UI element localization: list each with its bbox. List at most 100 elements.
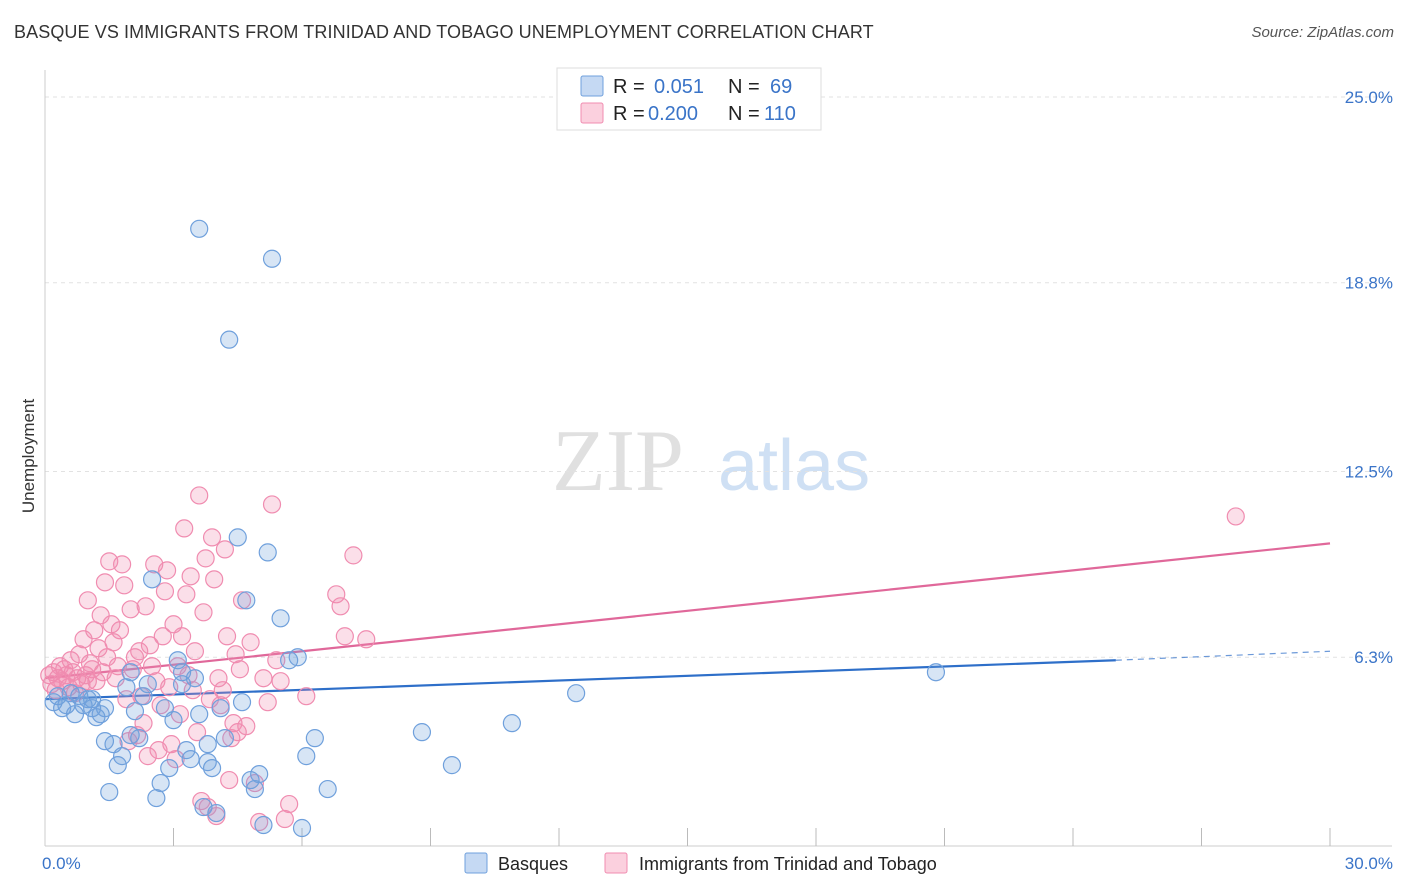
basques-point <box>262 249 282 268</box>
basques-point <box>172 675 192 694</box>
legend-bottom-trinidad-label: Immigrants from Trinidad and Tobago <box>639 854 937 874</box>
basques-point <box>198 735 217 754</box>
basques-point <box>198 753 217 772</box>
basques-trendline-extension <box>1115 650 1331 661</box>
trinidad-point <box>254 669 273 688</box>
trinidad-point <box>85 621 104 640</box>
trinidad-point <box>142 657 162 676</box>
basques-point <box>83 690 102 709</box>
trinidad-point <box>217 627 237 646</box>
basques-point <box>100 782 119 802</box>
trinidad-point <box>209 669 228 688</box>
basques-point <box>164 711 183 730</box>
trinidad-point <box>267 651 286 670</box>
trinidad-point <box>271 672 290 691</box>
trinidad-point <box>275 809 294 829</box>
basques-point <box>121 726 140 745</box>
basques-point <box>292 818 312 838</box>
trinidad-point <box>241 633 260 652</box>
basques-point <box>502 714 521 733</box>
trinidad-point <box>258 693 277 712</box>
trinidad-point <box>130 642 149 661</box>
trinidad-point <box>136 597 155 616</box>
basques-point <box>78 690 97 709</box>
trinidad-point <box>327 585 346 604</box>
basques-point <box>254 815 273 835</box>
trinidad-point <box>181 567 200 586</box>
legend-trinidad-r-label: R = <box>613 103 645 125</box>
basques-point <box>245 779 264 799</box>
trinidad-point <box>220 770 239 790</box>
y-axis-label: Unemployment <box>19 399 38 514</box>
trinidad-point <box>140 636 160 655</box>
basques-point <box>190 705 209 724</box>
trinidad-point <box>194 603 213 622</box>
trinidad-point <box>237 717 256 736</box>
basques-point <box>211 699 230 718</box>
trinidad-point <box>226 645 245 664</box>
y-tick-label: 25.0% <box>1345 88 1393 107</box>
basques-point <box>108 756 127 775</box>
trinidad-point <box>1226 507 1245 526</box>
trinidad-point <box>280 794 299 814</box>
trinidad-point <box>202 528 222 547</box>
trinidad-point <box>215 540 234 559</box>
legend-trinidad-r-value: 0.200 <box>648 103 698 125</box>
basques-point <box>318 779 337 799</box>
basques-point <box>926 663 946 682</box>
axes <box>44 70 1392 847</box>
basques-point <box>181 750 200 769</box>
trinidad-point <box>78 672 97 691</box>
trinidad-point <box>78 591 97 610</box>
tick-labels: 6.3% 12.5% 18.8% 25.0% 0.0% 30.0% <box>42 88 1393 873</box>
basques-point <box>232 693 252 712</box>
basques-point <box>305 729 324 748</box>
trinidad-point <box>344 546 363 565</box>
trinidad-point <box>213 681 232 700</box>
legend-top: R = 0.051 N = 69 R = 0.200 N = 110 <box>556 67 822 131</box>
x-tick-label: 0.0% <box>42 854 81 873</box>
basques-point <box>220 330 239 349</box>
basques-point <box>177 741 196 760</box>
legend-basques-r-value: 0.051 <box>654 76 704 98</box>
basques-point <box>168 651 187 670</box>
trinidad-point <box>297 687 316 706</box>
trinidad-point <box>153 627 172 646</box>
trinidad-point <box>196 549 215 568</box>
basques-point <box>160 759 179 778</box>
trinidad-point <box>172 627 192 646</box>
trinidad-point <box>110 621 130 640</box>
trinidad-point <box>205 570 224 589</box>
trinidad-point <box>177 585 196 604</box>
trinidad-point <box>185 642 205 661</box>
trinidad-point <box>357 630 376 649</box>
data-points <box>40 219 1245 838</box>
trinidad-point <box>83 660 102 679</box>
trinidad-trendline <box>44 542 1331 680</box>
basques-point <box>288 648 307 667</box>
gridlines <box>45 96 1392 658</box>
legend-basques-n-label: N = <box>728 76 760 98</box>
y-tick-label: 18.8% <box>1345 274 1393 293</box>
basques-point <box>297 747 316 766</box>
y-tick-label: 6.3% <box>1354 648 1393 667</box>
watermark-zip: ZIP <box>552 413 684 510</box>
trinidad-point <box>335 627 354 646</box>
x-tick-label: 30.0% <box>1345 854 1393 873</box>
basques-trendline <box>44 659 1116 701</box>
trinidad-point <box>95 573 115 592</box>
basques-point <box>412 723 432 742</box>
trinidad-point <box>230 660 249 679</box>
basques-point <box>125 702 145 721</box>
legend-basques-n-value: 69 <box>770 76 792 98</box>
legend-trinidad-n-label: N = <box>728 103 760 125</box>
trinidad-point <box>157 561 177 580</box>
trinidad-point <box>138 747 157 766</box>
trinidad-point <box>262 495 282 514</box>
watermark-atlas: atlas <box>718 426 870 506</box>
basques-point <box>271 609 290 628</box>
basques-point <box>117 678 136 697</box>
legend-basques-swatch <box>580 75 604 97</box>
legend-basques-r-label: R = <box>613 76 645 98</box>
